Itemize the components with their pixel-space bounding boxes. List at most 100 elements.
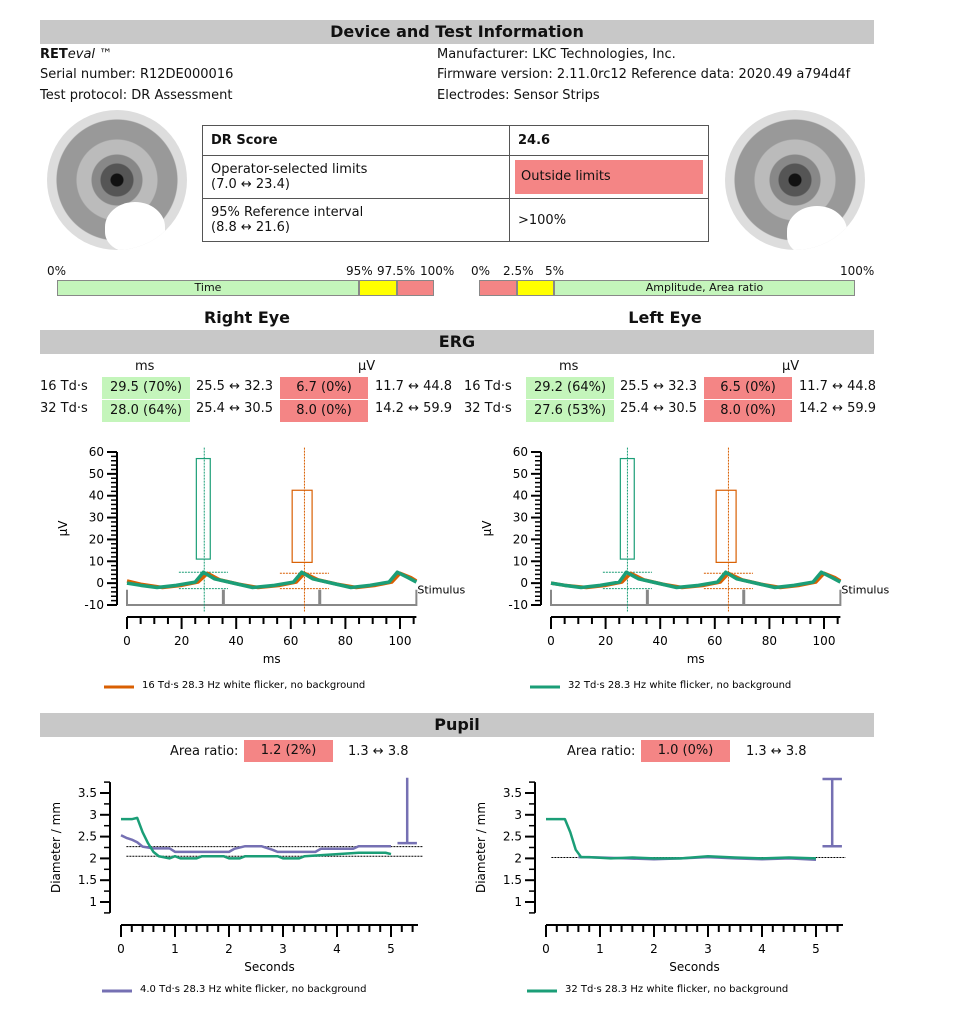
erg-unit-uv: µV — [782, 359, 800, 374]
firmware: Firmware version: 2.11.0rc12 Reference d… — [437, 67, 851, 82]
time-scale-tick: 97.5% — [377, 264, 416, 278]
y-tick-label: 10 — [513, 554, 528, 568]
erg-amp-range: 11.7 ↔ 44.8 — [799, 379, 877, 394]
trace-line — [120, 834, 391, 854]
brand-bold: RET — [40, 47, 68, 62]
y-tick-label: 40 — [513, 489, 528, 503]
legend-label: 16 Td·s 28.3 Hz white flicker, no backgr… — [142, 680, 365, 691]
right-eye-image — [47, 110, 187, 250]
y-tick-label: 1.5 — [503, 873, 522, 887]
y-tick-label: 1 — [89, 895, 97, 909]
ref-interval-value: >100% — [509, 198, 709, 242]
erg-amp-value: 6.7 (0%) — [280, 377, 368, 399]
y-tick-label: 60 — [89, 445, 104, 459]
electrodes: Electrodes: Sensor Strips — [437, 88, 600, 103]
x-axis-label: ms — [263, 652, 281, 666]
x-tick-label: 0 — [547, 634, 555, 648]
legend-label: 32 Td·s 28.3 Hz white flicker, no backgr… — [568, 680, 791, 691]
y-tick-label: 3 — [514, 808, 522, 822]
amp-scale-tick: 100% — [840, 264, 875, 278]
y-tick-label: 30 — [513, 511, 528, 525]
time-scale-green: Time — [57, 280, 359, 296]
manufacturer: Manufacturer: LKC Technologies, Inc. — [437, 47, 676, 62]
y-tick-label: 30 — [89, 511, 104, 525]
device-info-header: Device and Test Information — [40, 20, 874, 44]
amp-scale-tick: 2.5% — [503, 264, 534, 278]
y-axis-label: µV — [480, 520, 494, 537]
x-tick-label: 100 — [389, 634, 412, 648]
left-eye-image — [725, 110, 865, 250]
y-tick-label: 0 — [96, 576, 104, 590]
x-tick-label: 80 — [338, 634, 353, 648]
limits-status: Outside limits — [515, 160, 703, 194]
erg-flash-label: 16 Td·s — [464, 379, 512, 394]
y-tick-label: 20 — [89, 532, 104, 546]
x-tick-label: 3 — [704, 942, 712, 956]
y-tick-label: 10 — [89, 554, 104, 568]
y-tick-label: 50 — [513, 467, 528, 481]
amp-scale-green: Amplitude, Area ratio — [554, 280, 855, 296]
y-tick-label: -10 — [508, 598, 528, 612]
erg-time-range: 25.4 ↔ 30.5 — [620, 401, 698, 416]
erg-flash-label: 32 Td·s — [464, 401, 512, 416]
x-tick-label: 3 — [279, 942, 287, 956]
amp-scale-red — [479, 280, 517, 296]
y-tick-label: 50 — [89, 467, 104, 481]
y-tick-label: 1 — [514, 895, 522, 909]
y-tick-label: 3.5 — [503, 786, 522, 800]
x-tick-label: 4 — [333, 942, 341, 956]
area-ratio-value-left: 1.0 (0%) — [641, 740, 730, 762]
erg-unit-uv: µV — [358, 359, 376, 374]
x-tick-label: 1 — [171, 942, 179, 956]
x-tick-label: 1 — [596, 942, 604, 956]
x-axis-label: Seconds — [669, 960, 719, 974]
x-tick-label: 40 — [653, 634, 668, 648]
erg-amp-value: 8.0 (0%) — [704, 400, 792, 422]
x-axis-label: ms — [687, 652, 705, 666]
erg-time-value: 29.2 (64%) — [526, 377, 614, 399]
legend-label: 32 Td·s 28.3 Hz white flicker, no backgr… — [565, 984, 788, 995]
erg-unit-ms: ms — [135, 359, 155, 374]
erg-time-value: 28.0 (64%) — [102, 400, 190, 422]
dr-score-value: 24.6 — [509, 125, 709, 156]
y-tick-label: 3 — [89, 808, 97, 822]
time-scale-yellow — [359, 280, 397, 296]
x-tick-label: 2 — [650, 942, 658, 956]
x-tick-label: 40 — [229, 634, 244, 648]
operator-limits-range: (7.0 ↔ 23.4) — [211, 177, 290, 192]
erg-header: ERG — [40, 330, 874, 354]
x-tick-label: 5 — [387, 942, 395, 956]
brand-italic: eval — [67, 47, 96, 62]
area-ratio-label-left: Area ratio: — [567, 744, 636, 759]
ref-interval-label: 95% Reference interval — [211, 205, 364, 220]
x-axis-label: Seconds — [244, 960, 294, 974]
amp-scale-tick: 0% — [471, 264, 491, 278]
x-tick-label: 5 — [812, 942, 820, 956]
y-axis-label: Diameter / mm — [474, 802, 488, 893]
amp-scale-tick: 5% — [545, 264, 565, 278]
operator-limits-label: Operator-selected limits — [211, 162, 368, 177]
time-scale-tick: 0% — [47, 264, 67, 278]
y-axis-label: µV — [56, 520, 70, 537]
operator-limits-cell: Operator-selected limits (7.0 ↔ 23.4) — [202, 155, 510, 199]
erg-flash-label: 32 Td·s — [40, 401, 88, 416]
ref-interval-range: (8.8 ↔ 21.6) — [211, 220, 290, 235]
brand-tm: ™ — [95, 47, 113, 62]
x-tick-label: 4 — [758, 942, 766, 956]
area-ratio-range-right: 1.3 ↔ 3.8 — [348, 744, 409, 759]
trace-line — [121, 816, 392, 860]
erg-amp-range: 14.2 ↔ 59.9 — [799, 401, 877, 416]
y-tick-label: 1.5 — [78, 873, 97, 887]
y-axis-label: Diameter / mm — [49, 802, 63, 893]
area-ratio-label-right: Area ratio: — [170, 744, 239, 759]
x-tick-label: 2 — [225, 942, 233, 956]
y-tick-label: 0 — [520, 576, 528, 590]
right-eye-title: Right Eye — [203, 308, 291, 327]
erg-amp-range: 14.2 ↔ 59.9 — [375, 401, 453, 416]
y-tick-label: 2.5 — [503, 830, 522, 844]
stimulus-line — [550, 589, 842, 606]
x-tick-label: 0 — [542, 942, 550, 956]
x-tick-label: 60 — [283, 634, 298, 648]
erg-time-value: 27.6 (53%) — [526, 400, 614, 422]
